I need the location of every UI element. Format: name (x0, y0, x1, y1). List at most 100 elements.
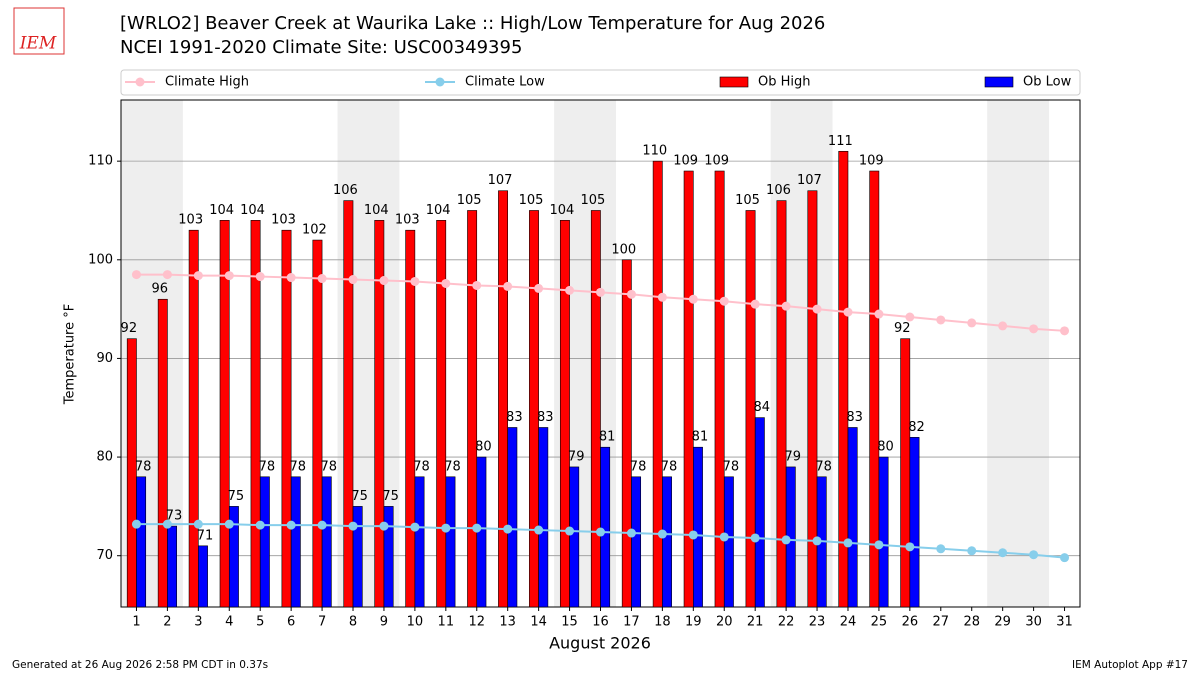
x-tick-label: 22 (778, 615, 795, 630)
x-tick-label: 18 (654, 615, 671, 630)
bar (538, 427, 549, 608)
y-tick-label: 110 (88, 154, 113, 169)
data-label: 79 (568, 449, 585, 464)
x-tick-label: 11 (438, 615, 455, 630)
marker (193, 271, 203, 281)
x-tick-label: 14 (530, 615, 547, 630)
marker (967, 318, 977, 328)
data-label: 103 (395, 213, 420, 228)
data-label: 92 (894, 321, 911, 336)
data-label: 73 (166, 509, 183, 524)
bar (569, 466, 580, 608)
marker (1060, 326, 1070, 336)
data-label: 105 (457, 193, 482, 208)
x-tick-label: 7 (318, 615, 326, 630)
marker (379, 521, 389, 531)
legend-swatch (984, 76, 1014, 88)
legend-label: Ob Low (1023, 75, 1072, 90)
data-label: 75 (351, 489, 368, 504)
marker (1029, 324, 1039, 334)
marker (317, 274, 327, 284)
x-tick-label: 13 (499, 615, 516, 630)
bar (631, 476, 642, 608)
data-label: 84 (754, 400, 771, 415)
data-label: 96 (151, 282, 168, 297)
bar (312, 239, 323, 608)
legend-marker (435, 77, 445, 87)
legend-label: Climate Low (465, 75, 545, 90)
data-label: 103 (178, 213, 203, 228)
x-tick-label: 2 (163, 615, 171, 630)
data-label: 78 (723, 459, 740, 474)
data-label: 105 (735, 193, 760, 208)
bar (352, 506, 363, 608)
logo-frame (13, 7, 65, 55)
x-tick-label: 6 (287, 615, 295, 630)
bar (405, 229, 416, 608)
marker (534, 283, 544, 293)
marker (472, 523, 482, 533)
x-tick-label: 9 (380, 615, 388, 630)
data-label: 107 (797, 173, 822, 188)
legend (120, 69, 1081, 96)
data-label: 104 (426, 203, 451, 218)
bar (652, 160, 663, 608)
marker (657, 529, 667, 539)
weekend-shade (987, 100, 1050, 607)
footer-right: IEM Autoplot App #17 (1072, 659, 1188, 671)
marker (379, 276, 389, 286)
data-label: 79 (784, 449, 801, 464)
marker (131, 519, 141, 529)
data-label: 78 (290, 459, 307, 474)
x-tick-label: 17 (623, 615, 640, 630)
bar (374, 220, 385, 608)
marker (688, 294, 698, 304)
data-label: 78 (320, 459, 337, 474)
bar (723, 476, 734, 608)
bar (188, 229, 199, 608)
chart-title: [WRLO2] Beaver Creek at Waurika Lake :: … (120, 13, 825, 34)
marker (874, 540, 884, 550)
legend-label: Climate High (165, 75, 249, 90)
bar (590, 210, 601, 608)
data-label: 110 (642, 144, 667, 159)
bar (167, 525, 177, 608)
data-label: 103 (271, 213, 296, 228)
data-label: 92 (121, 321, 138, 336)
marker (967, 546, 977, 556)
marker (719, 532, 729, 542)
marker (441, 523, 451, 533)
marker (998, 548, 1008, 558)
legend-label: Ob High (758, 75, 811, 90)
data-label: 102 (302, 223, 327, 238)
marker (843, 538, 853, 548)
bar (126, 338, 137, 608)
data-label: 75 (228, 489, 245, 504)
x-tick-label: 4 (225, 615, 233, 630)
marker (998, 321, 1008, 331)
data-label: 82 (908, 420, 925, 435)
marker (410, 522, 420, 532)
legend-marker (135, 77, 145, 87)
bar (290, 476, 301, 608)
data-label: 109 (673, 154, 698, 169)
marker (719, 296, 729, 306)
data-label: 81 (692, 430, 709, 445)
data-label: 80 (475, 440, 492, 455)
marker (812, 304, 822, 314)
data-label: 83 (846, 410, 863, 425)
marker (565, 526, 575, 536)
bar (436, 220, 447, 608)
data-label: 100 (611, 242, 636, 257)
marker (750, 299, 760, 309)
bar (693, 446, 703, 608)
bar (838, 150, 849, 608)
bar (900, 338, 911, 608)
marker (503, 281, 513, 291)
marker (1060, 553, 1070, 563)
data-label: 80 (877, 440, 894, 455)
x-tick-label: 31 (1056, 615, 1073, 630)
data-label: 111 (828, 134, 853, 149)
data-label: 78 (259, 459, 276, 474)
marker (472, 280, 482, 290)
